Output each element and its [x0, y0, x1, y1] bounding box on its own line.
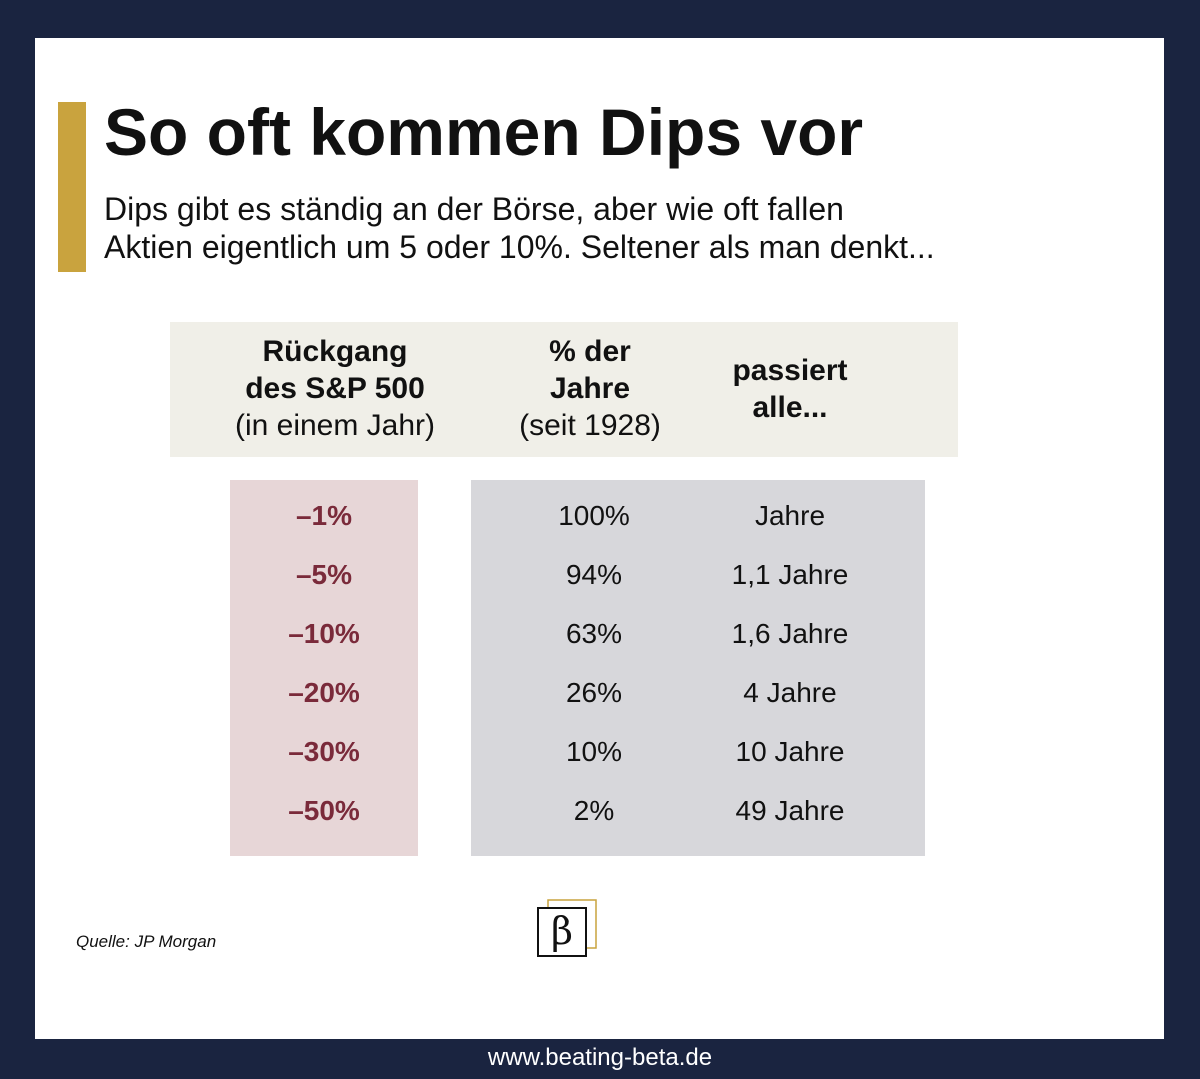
subtitle-line-2: Aktien eigentlich um 5 oder 10%. Seltene… — [104, 229, 935, 265]
table-header-band — [170, 322, 958, 457]
decline-value: –20% — [288, 677, 360, 708]
footer-url: www.beating-beta.de — [487, 1044, 713, 1071]
pct-years-value: 26% — [565, 677, 623, 708]
happens-every-value: 49 Jahre — [735, 795, 845, 826]
subtitle-line-1: Dips gibt es ständig an der Börse, aber … — [104, 191, 844, 227]
pct-years-value: 2% — [573, 795, 615, 826]
header-pct-line-3: (seit 1928) — [519, 409, 661, 442]
header-decline-line-1: Rückgang — [262, 335, 408, 368]
header-decline-line-2: des S&P 500 — [245, 372, 425, 405]
happens-every-value: 1,1 Jahre — [731, 559, 849, 590]
happens-every-value: 1,6 Jahre — [731, 618, 849, 649]
decline-value: –30% — [288, 736, 360, 767]
decline-value: –1% — [295, 500, 353, 531]
happens-every-value: 4 Jahre — [743, 677, 837, 708]
header-decline: Rückgang des S&P 500 (in einem Jahr) — [200, 333, 470, 444]
beta-logo-icon: β — [537, 899, 597, 957]
page-subtitle: Dips gibt es ständig an der Börse, aber … — [104, 190, 1104, 266]
happens-every-value: 10 Jahre — [735, 736, 845, 767]
decline-column-bg — [230, 480, 418, 856]
title-accent-bar — [58, 102, 86, 272]
header-happens-every: passiert alle... — [690, 352, 890, 426]
header-pct-line-1: % der — [549, 335, 631, 368]
header-pct-line-2: Jahre — [549, 372, 631, 405]
page-title: So oft kommen Dips vor — [104, 95, 864, 169]
pct-years-value: 10% — [565, 736, 623, 767]
source-note: Quelle: JP Morgan — [76, 932, 217, 951]
values-column-bg — [471, 480, 925, 856]
pct-years-value: 94% — [565, 559, 623, 590]
pct-years-value: 63% — [565, 618, 623, 649]
header-every-line-2: alle... — [752, 391, 828, 424]
decline-value: –10% — [288, 618, 360, 649]
header-pct-years: % der Jahre (seit 1928) — [495, 333, 685, 444]
header-every-line-1: passiert — [732, 354, 848, 387]
decline-value: –5% — [295, 559, 353, 590]
header-decline-line-3: (in einem Jahr) — [234, 409, 436, 442]
decline-value: –50% — [288, 795, 360, 826]
pct-years-value: 100% — [558, 500, 630, 531]
happens-every-value: Jahre — [754, 500, 826, 531]
svg-text:β: β — [551, 909, 573, 953]
